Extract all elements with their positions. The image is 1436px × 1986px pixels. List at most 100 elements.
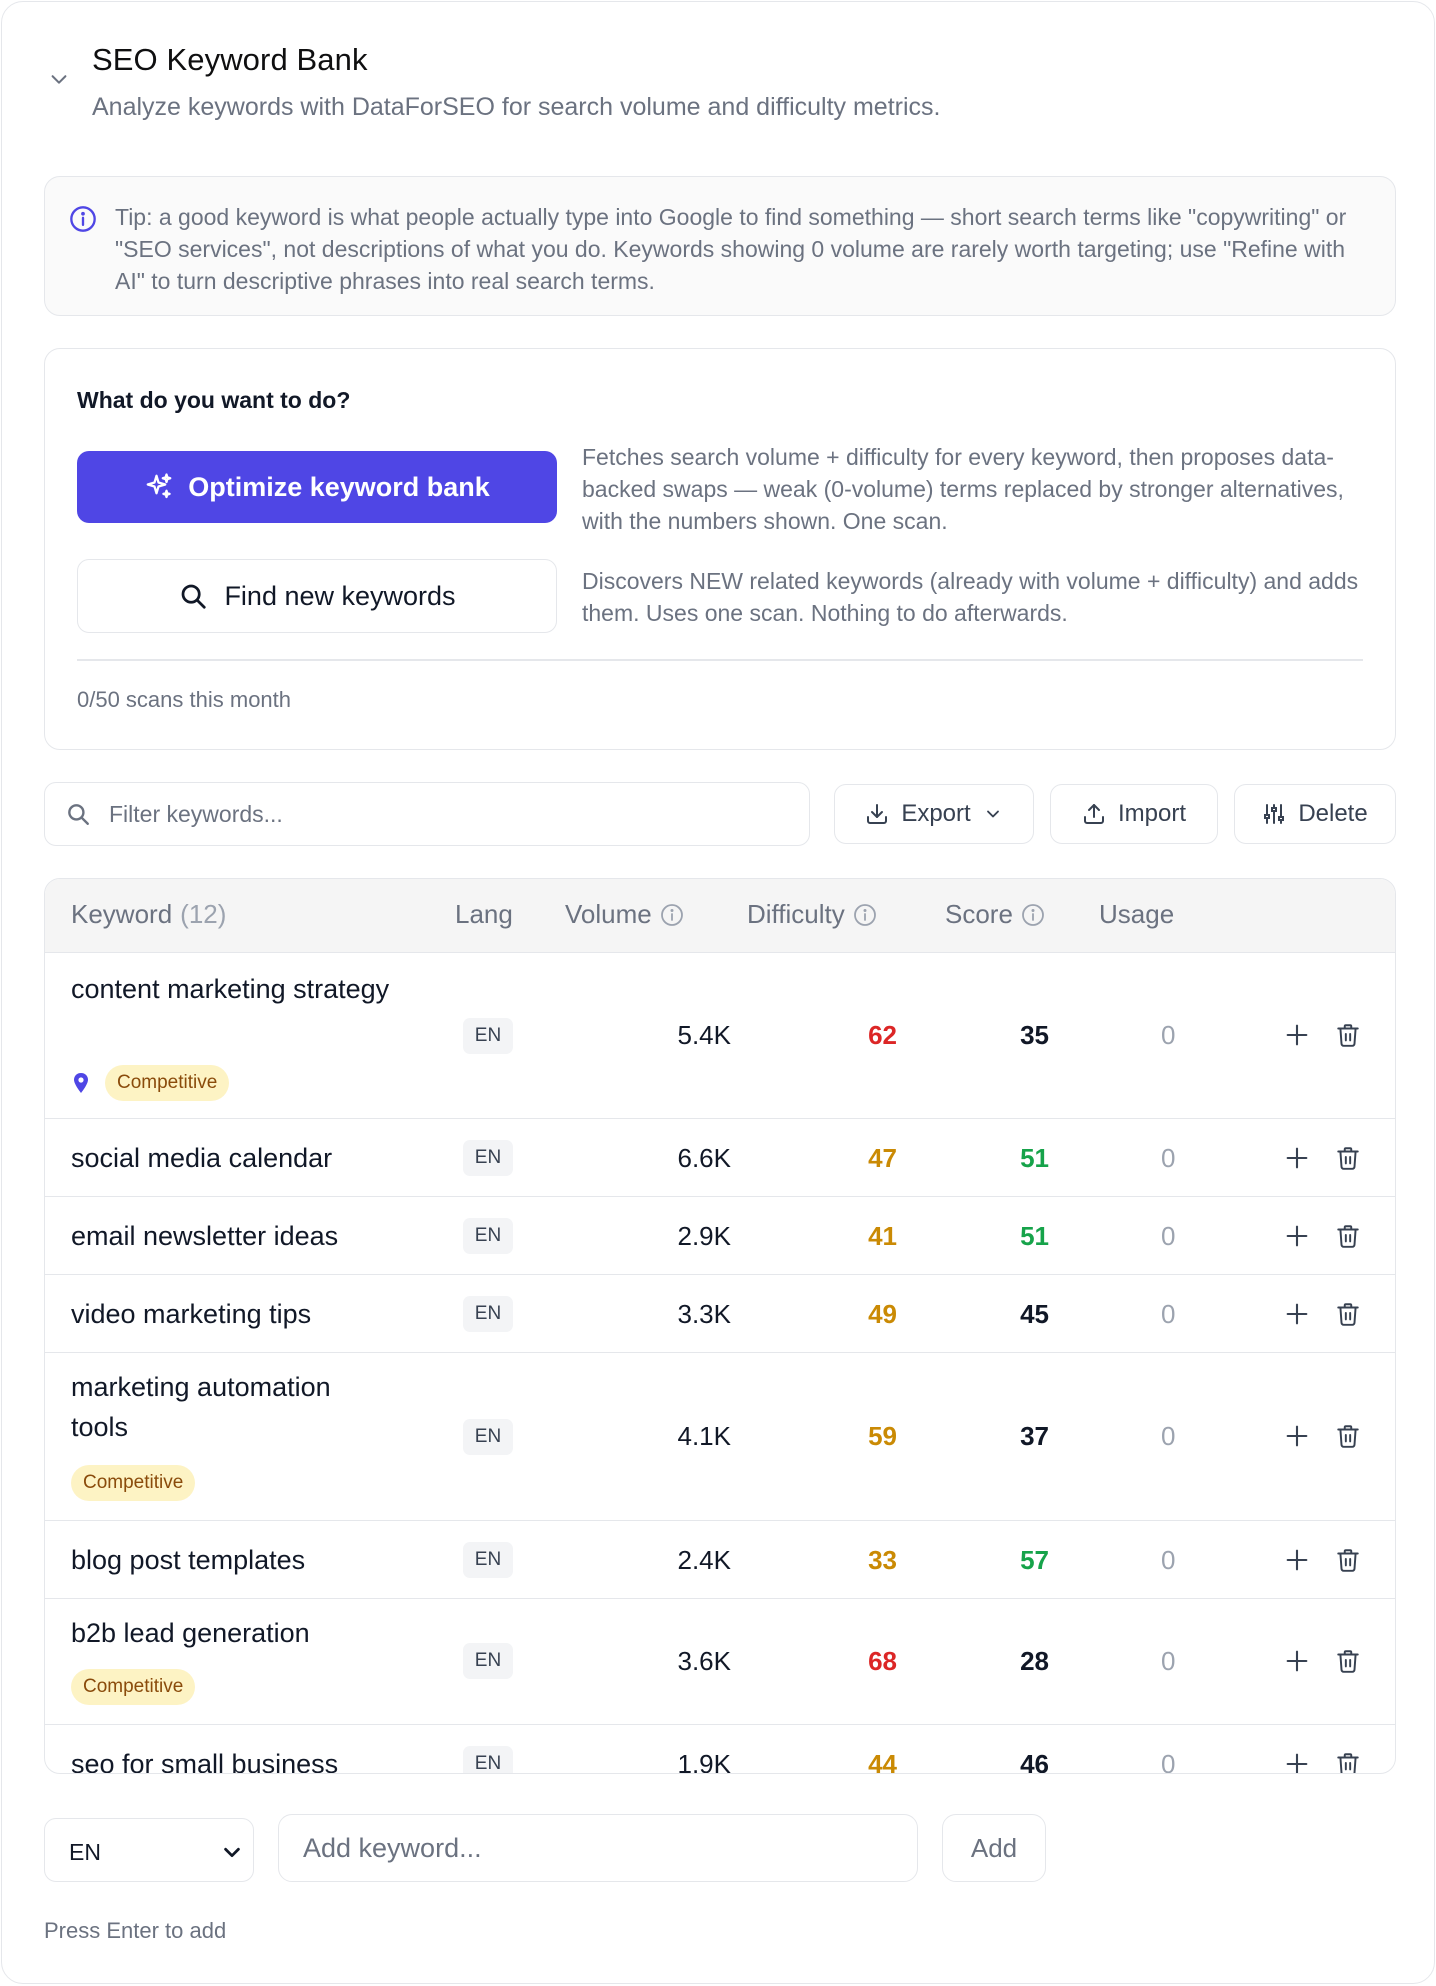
table-row[interactable]: b2b lead generation Competitive EN 3.6K … (45, 1599, 1395, 1725)
column-score-label: Score (945, 899, 1013, 929)
optimize-keyword-bank-button[interactable]: Optimize keyword bank (77, 451, 557, 523)
column-difficulty[interactable]: Difficulty (747, 899, 877, 930)
trash-icon[interactable] (1335, 1750, 1361, 1774)
plus-icon[interactable] (1283, 1144, 1311, 1172)
column-keyword[interactable]: Keyword (12) (71, 899, 226, 930)
import-button[interactable]: Import (1050, 784, 1218, 844)
plus-icon[interactable] (1283, 1546, 1311, 1574)
lang-badge: EN (463, 1746, 513, 1773)
column-lang-label: Lang (455, 899, 513, 929)
column-difficulty-label: Difficulty (747, 899, 845, 929)
usage-value: 0 (1161, 1749, 1176, 1774)
plus-icon[interactable] (1283, 1647, 1311, 1675)
table-row[interactable]: video marketing tips EN 3.3K 49 45 0 (45, 1275, 1395, 1353)
score-value: 51 (1020, 1221, 1049, 1251)
table-row[interactable]: blog post templates EN 2.4K 33 57 0 (45, 1521, 1395, 1599)
difficulty-value: 44 (868, 1749, 897, 1774)
plus-icon[interactable] (1283, 1750, 1311, 1774)
table-row[interactable]: email newsletter ideas EN 2.9K 41 51 0 (45, 1197, 1395, 1275)
competitive-badge: Competitive (105, 1065, 230, 1101)
table-header: Keyword (12) Lang Volume Difficulty Scor… (45, 879, 1395, 953)
upload-icon (1083, 804, 1104, 824)
sparkles-icon (146, 473, 172, 499)
trash-icon[interactable] (1335, 1300, 1361, 1328)
filter-keywords-input[interactable] (109, 793, 789, 835)
difficulty-value: 68 (868, 1646, 897, 1676)
volume-value: 4.1K (677, 1421, 732, 1451)
score-value: 35 (1020, 1020, 1049, 1050)
table-row[interactable]: content marketing strategy Competitive E… (45, 953, 1395, 1119)
export-button[interactable]: Export (834, 784, 1034, 844)
find-label: Find new keywords (224, 580, 456, 611)
column-score[interactable]: Score (945, 899, 1045, 930)
plus-icon[interactable] (1283, 1021, 1311, 1049)
lang-badge: EN (463, 1643, 513, 1679)
difficulty-value: 49 (868, 1299, 897, 1329)
filter-keywords-field[interactable] (44, 782, 810, 846)
sliders-icon (1264, 804, 1285, 824)
plus-icon[interactable] (1283, 1300, 1311, 1328)
find-new-keywords-button[interactable]: Find new keywords (77, 559, 557, 633)
score-value: 57 (1020, 1545, 1049, 1575)
table-row[interactable]: seo for small business EN 1.9K 44 46 0 (45, 1725, 1395, 1774)
usage-value: 0 (1161, 1299, 1176, 1329)
language-select[interactable]: EN (44, 1818, 254, 1882)
usage-value: 0 (1161, 1545, 1176, 1575)
column-usage[interactable]: Usage (1099, 899, 1174, 930)
tip-box: Tip: a good keyword is what people actua… (44, 176, 1396, 316)
trash-icon[interactable] (1335, 1546, 1361, 1574)
keyword-text: blog post templates (71, 1545, 306, 1575)
volume-value: 3.6K (677, 1646, 732, 1676)
map-pin-icon (74, 1073, 88, 1093)
table-body: content marketing strategy Competitive E… (45, 953, 1395, 1774)
info-icon[interactable] (1021, 903, 1045, 927)
difficulty-value: 62 (868, 1020, 897, 1050)
trash-icon[interactable] (1335, 1647, 1361, 1675)
enter-hint: Press Enter to add (44, 1918, 227, 1943)
usage-value: 0 (1161, 1421, 1176, 1451)
add-button[interactable]: Add (942, 1814, 1046, 1882)
trash-icon[interactable] (1335, 1021, 1361, 1049)
usage-value: 0 (1161, 1020, 1176, 1050)
export-label: Export (901, 800, 971, 827)
score-value: 45 (1020, 1299, 1049, 1329)
plus-icon[interactable] (1283, 1222, 1311, 1250)
chevron-down-icon[interactable] (48, 68, 70, 90)
delete-button[interactable]: Delete (1234, 784, 1396, 844)
trash-icon[interactable] (1335, 1422, 1361, 1450)
tip-text: Tip: a good keyword is what people actua… (115, 204, 1347, 294)
difficulty-value: 41 (868, 1221, 897, 1251)
column-volume[interactable]: Volume (565, 899, 684, 930)
trash-icon[interactable] (1335, 1144, 1361, 1172)
plus-icon[interactable] (1283, 1422, 1311, 1450)
usage-value: 0 (1161, 1221, 1176, 1251)
usage-value: 0 (1161, 1646, 1176, 1676)
keyword-tags: Competitive (71, 1669, 196, 1705)
section-title: SEO Keyword Bank (92, 42, 368, 77)
column-lang[interactable]: Lang (455, 899, 513, 930)
info-icon[interactable] (660, 903, 684, 927)
search-icon (68, 804, 89, 825)
download-icon (867, 804, 888, 824)
keyword-text: video marketing tips (71, 1299, 312, 1329)
volume-value: 2.9K (677, 1221, 732, 1251)
score-value: 37 (1020, 1421, 1049, 1451)
score-value: 28 (1020, 1646, 1049, 1676)
volume-value: 3.3K (677, 1299, 732, 1329)
keyword-text: social media calendar (71, 1143, 333, 1173)
table-row[interactable]: social media calendar EN 6.6K 47 51 0 (45, 1119, 1395, 1197)
divider (77, 659, 1363, 661)
keyword-text: email newsletter ideas (71, 1221, 339, 1251)
lang-badge: EN (463, 1542, 513, 1578)
import-label: Import (1117, 800, 1186, 827)
section-subtitle: Analyze keywords with DataForSEO for sea… (92, 93, 941, 121)
lang-badge: EN (463, 1018, 513, 1054)
find-description: Discovers NEW related keywords (already … (582, 568, 1359, 626)
trash-icon[interactable] (1335, 1222, 1361, 1250)
info-icon[interactable] (853, 903, 877, 927)
keyword-count: (12) (180, 899, 227, 929)
add-keyword-input[interactable] (278, 1814, 918, 1882)
table-row[interactable]: marketing automation tools Competitive E… (45, 1353, 1395, 1521)
column-keyword-label: Keyword (71, 899, 173, 929)
